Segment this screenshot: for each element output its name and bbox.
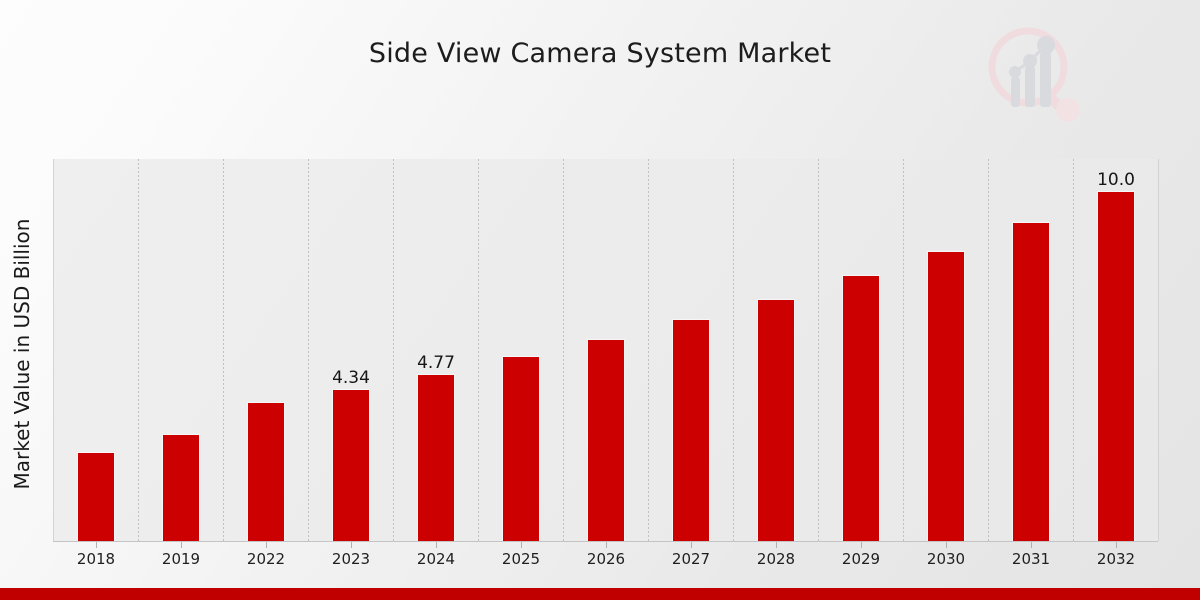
x-tick-label-2029: 2029	[841, 550, 881, 568]
bar-2029[interactable]	[843, 276, 879, 541]
bar-value-label-2023: 4.34	[332, 368, 370, 388]
bar-2024[interactable]	[418, 375, 454, 541]
gridline	[308, 159, 309, 541]
bar-2030[interactable]	[928, 252, 964, 541]
x-tick	[861, 542, 862, 548]
gridline	[648, 159, 649, 541]
x-tick	[266, 542, 267, 548]
bar-2018[interactable]	[78, 453, 114, 541]
x-tick-label-2030: 2030	[926, 550, 966, 568]
x-tick-label-2019: 2019	[161, 550, 201, 568]
gridline	[53, 159, 54, 541]
x-tick	[1116, 542, 1117, 548]
footer-accent-bar	[0, 588, 1200, 600]
gridline	[478, 159, 479, 541]
bar-2027[interactable]	[673, 320, 709, 541]
x-tick-label-2022: 2022	[246, 550, 286, 568]
page-title: Side View Camera System Market	[368, 38, 832, 69]
gridline	[818, 159, 819, 541]
x-tick-label-2026: 2026	[586, 550, 626, 568]
bar-value-label-2024: 4.77	[417, 353, 455, 373]
x-axis-line	[53, 541, 1158, 542]
x-tick-label-2018: 2018	[76, 550, 116, 568]
gridline	[393, 159, 394, 541]
x-tick	[606, 542, 607, 548]
y-axis-title: Market Value in USD Billion	[10, 218, 34, 490]
market-research-magnifier-bar-chart-logo	[978, 22, 1086, 126]
gridline	[138, 159, 139, 541]
x-tick-label-2028: 2028	[756, 550, 796, 568]
x-tick	[1031, 542, 1032, 548]
x-tick	[436, 542, 437, 548]
gridline	[563, 159, 564, 541]
x-tick-label-2025: 2025	[501, 550, 541, 568]
gridline	[733, 159, 734, 541]
x-tick-label-2031: 2031	[1011, 550, 1051, 568]
plot-area: 4.34 4.77 10.0	[53, 159, 1159, 541]
gridline	[1073, 159, 1074, 541]
x-tick	[776, 542, 777, 548]
bar-2026[interactable]	[588, 340, 624, 541]
bar-value-label-2032: 10.0	[1097, 170, 1135, 190]
bar-2023[interactable]	[333, 390, 369, 541]
bar-2031[interactable]	[1013, 223, 1049, 541]
x-tick	[181, 542, 182, 548]
gridline	[903, 159, 904, 541]
bar-2025[interactable]	[503, 357, 539, 541]
x-tick-label-2032: 2032	[1096, 550, 1136, 568]
gridline	[1158, 159, 1159, 541]
bar-2022[interactable]	[248, 403, 284, 541]
gridline	[223, 159, 224, 541]
gridline	[988, 159, 989, 541]
x-tick	[691, 542, 692, 548]
x-tick	[351, 542, 352, 548]
x-tick	[946, 542, 947, 548]
x-tick-label-2027: 2027	[671, 550, 711, 568]
bar-2032[interactable]	[1098, 192, 1134, 541]
x-tick-label-2023: 2023	[331, 550, 371, 568]
x-tick	[96, 542, 97, 548]
bar-2019[interactable]	[163, 435, 199, 541]
x-tick-label-2024: 2024	[416, 550, 456, 568]
bar-2028[interactable]	[758, 300, 794, 541]
x-tick	[521, 542, 522, 548]
